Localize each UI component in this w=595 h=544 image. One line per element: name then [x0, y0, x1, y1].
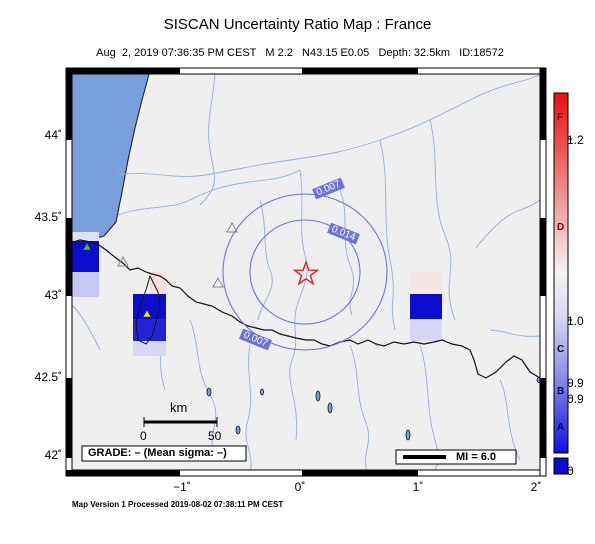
colorbar-value: 0.9 [567, 376, 584, 390]
colorbar-grade: A [557, 422, 565, 433]
y-tick-label: 44˚ [44, 128, 62, 142]
scale-bar [143, 417, 218, 427]
footer-text: Map Version 1 Processed 2019-08-02 07:38… [72, 500, 284, 509]
stations [82, 221, 238, 318]
map-frame [65, 67, 547, 477]
map-subtitle: Aug 2, 2019 07:36:35 PM CEST M 2.2 N43.1… [96, 47, 504, 59]
colorbar [553, 92, 572, 475]
grade-box-frame [81, 445, 247, 462]
colorbar-value: 0.9 [567, 392, 584, 406]
triangle-icon [142, 309, 152, 318]
y-tick-label: 43.5˚ [34, 210, 62, 224]
triangle-icon [226, 221, 238, 233]
x-tick-label: 2˚ [530, 480, 542, 494]
star-icon [292, 259, 320, 286]
colorbar-grade: B [557, 386, 565, 397]
colorbar-value: 0 [567, 464, 574, 478]
triangle-icon [212, 276, 224, 288]
x-tick-label: 0˚ [294, 480, 306, 494]
y-tick-label: 43˚ [44, 288, 62, 302]
scale-unit: km [170, 400, 188, 415]
triangle-icon [82, 242, 92, 251]
mi-legend-text: MI = 6.0 [456, 451, 497, 463]
grade-text: GRADE: – (Mean sigma: –) [88, 447, 227, 459]
colorbar-value: 1.0 [567, 314, 584, 328]
colorbar-grade: C [557, 344, 565, 355]
x-tick-label: 1˚ [412, 480, 424, 494]
region-outline [135, 274, 161, 345]
national-border [66, 239, 546, 383]
y-tick-label: 42˚ [44, 448, 62, 462]
scale-min: 0 [140, 429, 147, 443]
triangle-icon [117, 255, 129, 267]
mi-legend-frame [395, 449, 517, 465]
colorbar-grade: D [557, 222, 565, 233]
x-tick-label: −1˚ [173, 480, 191, 494]
map-title: SISCAN Uncertainty Ratio Map : France [163, 16, 432, 33]
uncertainty-cells [72, 232, 442, 356]
colorbar-grade: F [557, 112, 564, 123]
y-tick-label: 42.5˚ [34, 370, 62, 384]
colorbar-value: 1.2 [567, 133, 584, 147]
scale-max: 50 [208, 429, 222, 443]
uncertainty-contours [222, 193, 388, 351]
land-area [66, 68, 546, 476]
